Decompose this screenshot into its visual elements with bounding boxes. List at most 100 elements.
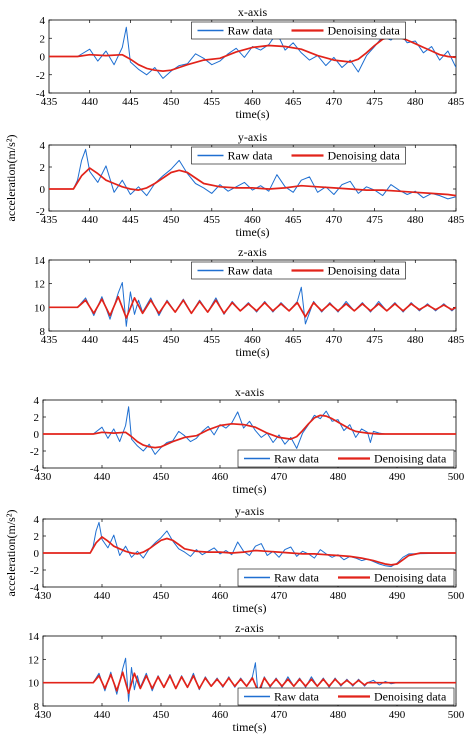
x-axis-label: time(s) <box>236 345 270 359</box>
legend-raw-label: Raw data <box>228 24 274 38</box>
x-tick-label: 455 <box>204 334 221 346</box>
legend-denoise-label: Denoising data <box>328 149 401 163</box>
legend-denoise-label: Denoising data <box>374 571 447 585</box>
x-tick-label: 440 <box>81 96 98 108</box>
y-tick-label: 4 <box>34 514 40 526</box>
subplot-4: 430 440 450 460 470 480 490 500 -4 -2 0 2 4 x-axis tim… <box>30 385 465 496</box>
x-tick-label: 465 <box>285 96 302 108</box>
subplot-title: x-axis <box>238 5 268 19</box>
raw-data-line <box>49 148 456 200</box>
legend-denoise-label: Denoising data <box>374 452 447 466</box>
x-tick-label: 435 <box>41 334 58 346</box>
x-tick-label: 480 <box>330 471 347 483</box>
y-axis-label: acceleration(m/s²) <box>4 510 18 597</box>
x-axis-label: time(s) <box>233 720 267 734</box>
denoising-data-line <box>43 671 456 695</box>
legend: Raw data Denoising data <box>237 687 455 706</box>
x-tick-label: 470 <box>271 709 288 721</box>
x-tick-label: 490 <box>389 709 406 721</box>
x-tick-label: 455 <box>204 214 221 226</box>
x-tick-label: 480 <box>407 214 424 226</box>
legend-raw-label: Raw data <box>274 571 320 585</box>
denoising-data-line <box>49 295 456 319</box>
y-tick-label: -4 <box>36 88 46 100</box>
subplot-title: y-axis <box>235 504 265 518</box>
x-tick-label: 450 <box>163 96 180 108</box>
y-tick-label: -4 <box>30 463 40 475</box>
y-tick-label: -2 <box>36 70 45 82</box>
y-tick-label: 4 <box>40 140 46 152</box>
x-tick-label: 470 <box>326 334 343 346</box>
x-tick-label: 450 <box>153 709 170 721</box>
y-tick-label: -2 <box>36 206 45 218</box>
legend: Raw data Denoising data <box>237 449 455 468</box>
x-tick-label: 465 <box>285 214 302 226</box>
x-tick-label: 435 <box>41 96 58 108</box>
x-tick-label: 460 <box>244 334 261 346</box>
y-tick-label: 12 <box>28 654 39 666</box>
x-tick-label: 470 <box>271 471 288 483</box>
y-tick-label: 14 <box>28 631 40 643</box>
y-tick-label: -2 <box>30 565 39 577</box>
x-tick-label: 460 <box>212 590 229 602</box>
y-tick-label: 10 <box>28 678 40 690</box>
x-tick-label: 485 <box>448 96 465 108</box>
x-tick-label: 465 <box>285 334 302 346</box>
x-tick-label: 500 <box>448 709 465 721</box>
x-tick-label: 470 <box>326 214 343 226</box>
x-axis-label: time(s) <box>233 601 267 615</box>
x-tick-label: 480 <box>330 709 347 721</box>
y-tick-label: 4 <box>40 15 46 27</box>
denoising-data-line <box>49 167 456 197</box>
y-tick-label: 8 <box>40 326 46 338</box>
x-tick-label: 450 <box>153 471 170 483</box>
x-tick-label: 430 <box>35 590 52 602</box>
x-tick-label: 450 <box>163 334 180 346</box>
y-tick-label: -2 <box>30 446 39 458</box>
denoising-data-line <box>43 414 456 449</box>
x-tick-label: 435 <box>41 214 58 226</box>
x-tick-label: 455 <box>204 96 221 108</box>
x-tick-label: 485 <box>448 334 465 346</box>
y-tick-label: 4 <box>34 395 40 407</box>
legend: Raw data Denoising data <box>191 21 406 40</box>
subplot-title: z-axis <box>235 621 264 635</box>
y-tick-label: 8 <box>34 701 40 713</box>
x-axis-label: time(s) <box>236 225 270 239</box>
x-tick-label: 450 <box>153 590 170 602</box>
denoising-data-line <box>49 35 456 72</box>
x-tick-label: 475 <box>366 334 383 346</box>
subplot-3: 435 440 445 450 455 460 465 470 475 480 485 8 10 12 14… <box>34 245 465 359</box>
subplot-title: x-axis <box>235 385 265 399</box>
legend-raw-label: Raw data <box>274 690 320 704</box>
denoising-data-line <box>43 536 456 566</box>
y-tick-label: 14 <box>34 255 46 267</box>
x-tick-label: 480 <box>330 590 347 602</box>
x-tick-label: 470 <box>271 590 288 602</box>
x-tick-label: 450 <box>163 214 180 226</box>
x-tick-label: 440 <box>94 590 111 602</box>
y-tick-label: 0 <box>40 184 46 196</box>
legend: Raw data Denoising data <box>237 568 455 587</box>
x-tick-label: 480 <box>407 334 424 346</box>
y-tick-label: 12 <box>34 279 45 291</box>
legend-denoise-label: Denoising data <box>328 24 401 38</box>
x-tick-label: 500 <box>448 471 465 483</box>
subplot-5: 430 440 450 460 470 480 490 500 -4 -2 0 2 4 y-axis tim… <box>4 504 465 615</box>
x-tick-label: 445 <box>122 334 139 346</box>
y-tick-label: 2 <box>40 162 46 174</box>
y-tick-label: 2 <box>34 412 40 424</box>
x-tick-label: 490 <box>389 590 406 602</box>
x-tick-label: 430 <box>35 471 52 483</box>
subplot-6: 430 440 450 460 470 480 490 500 8 10 12 14 z-axis tim… <box>28 621 465 734</box>
raw-data-line <box>49 26 456 79</box>
x-tick-label: 485 <box>448 214 465 226</box>
x-tick-label: 470 <box>326 96 343 108</box>
legend-raw-label: Raw data <box>274 452 320 466</box>
y-tick-label: 0 <box>34 429 40 441</box>
subplot-2: 435 440 445 450 455 460 465 470 475 480 485 -2 0 2 4 y-… <box>4 130 465 239</box>
x-tick-label: 430 <box>35 709 52 721</box>
legend-raw-label: Raw data <box>228 264 274 278</box>
x-tick-label: 500 <box>448 590 465 602</box>
legend: Raw data Denoising data <box>191 146 406 165</box>
